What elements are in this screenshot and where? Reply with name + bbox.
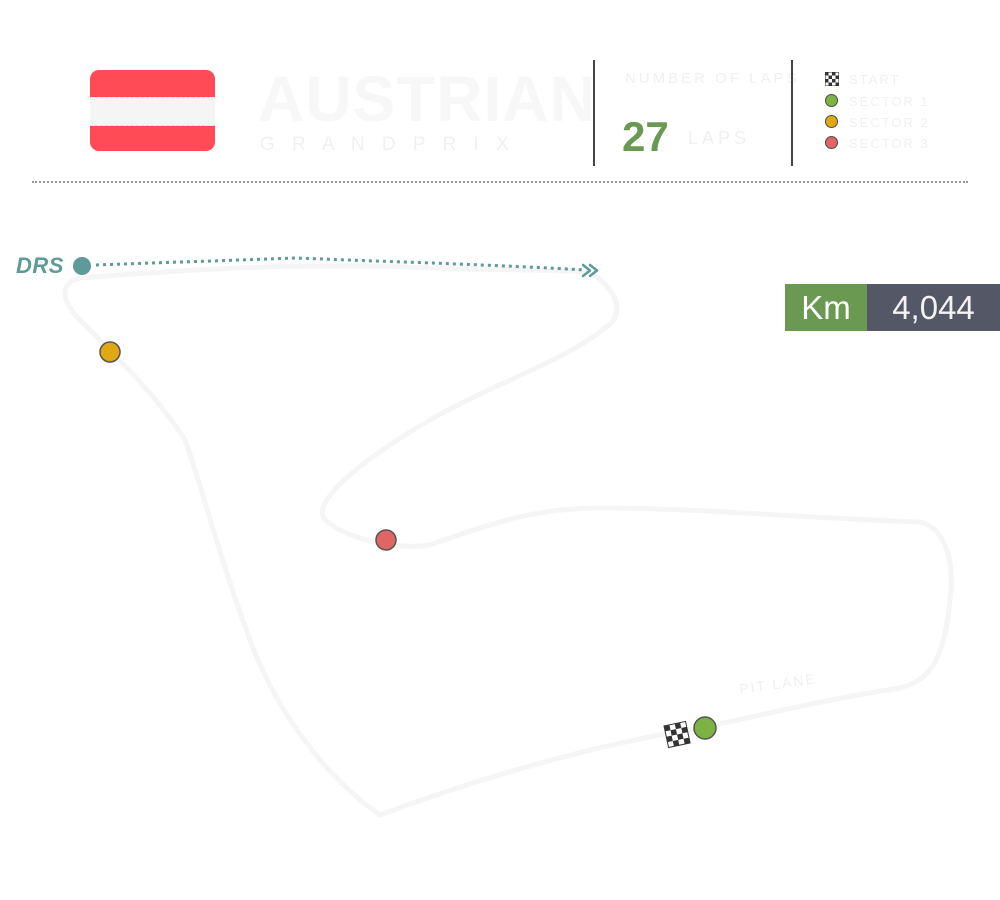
legend-sector-3-label: SECTOR 3 [849, 136, 930, 151]
austria-flag-icon [90, 70, 215, 151]
pit-lane-label: PIT LANE [738, 670, 817, 697]
sector-1-marker [693, 716, 717, 740]
start-flag-icon [663, 720, 691, 749]
legend-sector-2-label: SECTOR 2 [849, 115, 930, 130]
track-length-value: 4,044 [867, 284, 1000, 331]
yellow-dot-icon [825, 115, 838, 128]
sector-2-marker [99, 341, 121, 363]
flag-white-stripe [90, 97, 215, 126]
header-divider-left [593, 60, 595, 166]
grand-prix-title: AUSTRIAN [258, 63, 597, 135]
laps-value: 27 [622, 113, 669, 160]
drs-label: DRS [16, 253, 64, 278]
drs-arrow-icon [581, 263, 599, 278]
legend-sector-1-label: SECTOR 1 [849, 94, 930, 109]
track-outline [62, 263, 954, 818]
header-divider-right [791, 60, 793, 166]
grand-prix-subtitle: G R A N D P R I X [260, 134, 515, 155]
track-length-unit: Km [785, 284, 867, 331]
header-divider-dotted [32, 181, 968, 183]
laps-unit: LAPS [688, 128, 751, 148]
sector-3-marker [375, 529, 397, 551]
legend-start-label: START [849, 72, 901, 87]
checkered-flag-icon [825, 72, 839, 86]
track-length-badge: Km 4,044 [785, 284, 1000, 331]
drs-zone-line [95, 256, 586, 272]
green-dot-icon [825, 94, 838, 107]
red-dot-icon [825, 136, 838, 149]
drs-point [73, 257, 91, 275]
laps-label: NUMBER OF LAPS [625, 70, 800, 87]
